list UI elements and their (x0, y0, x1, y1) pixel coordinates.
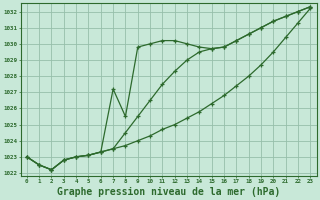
X-axis label: Graphe pression niveau de la mer (hPa): Graphe pression niveau de la mer (hPa) (57, 186, 280, 197)
